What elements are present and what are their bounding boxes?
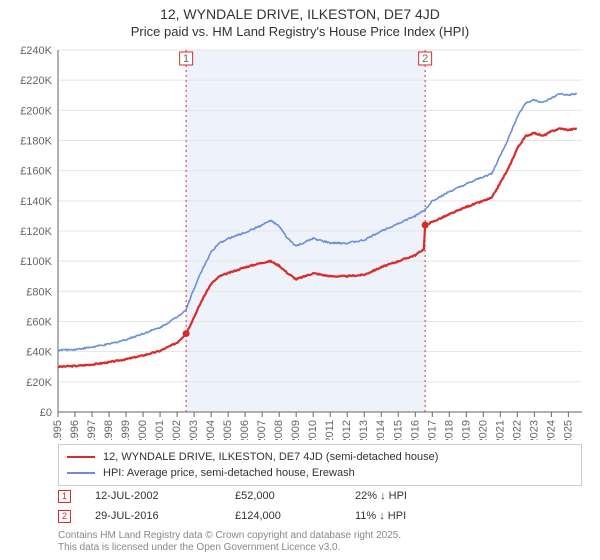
- footer-line-2: This data is licensed under the Open Gov…: [58, 542, 340, 553]
- legend-label: 12, WYNDALE DRIVE, ILKESTON, DE7 4JD (se…: [103, 451, 438, 463]
- svg-text:2019: 2019: [460, 420, 472, 440]
- svg-text:2010: 2010: [307, 420, 319, 440]
- svg-text:2008: 2008: [273, 420, 285, 440]
- footer-line-1: Contains HM Land Registry data © Crown c…: [58, 530, 401, 541]
- svg-text:£40K: £40K: [26, 347, 52, 359]
- svg-text:2: 2: [422, 53, 428, 65]
- svg-text:£180K: £180K: [20, 136, 52, 148]
- svg-text:£220K: £220K: [20, 75, 52, 87]
- svg-text:2020: 2020: [477, 420, 489, 440]
- svg-text:1998: 1998: [103, 420, 115, 440]
- sales-table: 1 12-JUL-2002£52,00022% ↓ HPI 2 29-JUL-2016…: [58, 486, 582, 526]
- legend-row: HPI: Average price, semi-detached house,…: [67, 465, 573, 481]
- svg-text:1997: 1997: [86, 420, 98, 440]
- svg-text:2003: 2003: [188, 420, 200, 440]
- svg-text:2005: 2005: [222, 420, 234, 440]
- svg-text:2002: 2002: [171, 420, 183, 440]
- svg-text:2024: 2024: [545, 420, 557, 440]
- svg-text:2004: 2004: [205, 420, 217, 440]
- sale-marker: 1: [58, 490, 71, 503]
- footer-note: Contains HM Land Registry data © Crown c…: [58, 530, 582, 554]
- sale-date: 29-JUL-2016: [95, 510, 235, 522]
- svg-text:2015: 2015: [392, 420, 404, 440]
- legend-label: HPI: Average price, semi-detached house,…: [103, 467, 355, 479]
- sale-row: 1 12-JUL-2002£52,00022% ↓ HPI: [58, 486, 582, 506]
- svg-text:1: 1: [183, 53, 189, 65]
- svg-text:1996: 1996: [69, 420, 81, 440]
- svg-text:£240K: £240K: [20, 45, 52, 57]
- svg-text:2000: 2000: [137, 420, 149, 440]
- svg-text:2013: 2013: [358, 420, 370, 440]
- legend: 12, WYNDALE DRIVE, ILKESTON, DE7 4JD (se…: [58, 444, 582, 486]
- sale-price: £124,000: [235, 510, 355, 522]
- sale-date: 12-JUL-2002: [95, 490, 235, 502]
- sale-marker: 2: [58, 510, 71, 523]
- svg-text:2009: 2009: [290, 420, 302, 440]
- svg-text:2006: 2006: [239, 420, 251, 440]
- svg-text:1999: 1999: [120, 420, 132, 440]
- chart-container: 12, WYNDALE DRIVE, ILKESTON, DE7 4JD Pri…: [0, 0, 600, 560]
- sale-diff: 11% ↓ HPI: [355, 510, 475, 522]
- sale-row: 2 29-JUL-2016£124,00011% ↓ HPI: [58, 506, 582, 526]
- svg-text:2023: 2023: [528, 420, 540, 440]
- chart-title: 12, WYNDALE DRIVE, ILKESTON, DE7 4JD: [0, 0, 600, 22]
- svg-text:£20K: £20K: [26, 377, 52, 389]
- svg-text:2011: 2011: [324, 420, 336, 440]
- svg-text:2022: 2022: [511, 420, 523, 440]
- svg-text:2001: 2001: [154, 420, 166, 440]
- svg-text:2021: 2021: [494, 420, 506, 440]
- svg-text:2025: 2025: [562, 420, 574, 440]
- svg-text:£100K: £100K: [20, 256, 52, 268]
- svg-text:£200K: £200K: [20, 105, 52, 117]
- legend-swatch: [67, 472, 95, 474]
- svg-text:2007: 2007: [256, 420, 268, 440]
- svg-text:£80K: £80K: [26, 286, 52, 298]
- legend-swatch: [67, 456, 95, 458]
- svg-text:2018: 2018: [443, 420, 455, 440]
- legend-row: 12, WYNDALE DRIVE, ILKESTON, DE7 4JD (se…: [67, 449, 573, 465]
- svg-text:2016: 2016: [409, 420, 421, 440]
- chart: £0 £20K £40K £60K £80K £100K £120K £140K £160K £1…: [0, 44, 600, 440]
- sale-diff: 22% ↓ HPI: [355, 490, 475, 502]
- chart-subtitle: Price paid vs. HM Land Registry's House …: [0, 22, 600, 39]
- chart-svg: £0 £20K £40K £60K £80K £100K £120K £140K £160K £1…: [0, 44, 600, 440]
- svg-text:£60K: £60K: [26, 317, 52, 329]
- svg-text:£120K: £120K: [20, 226, 52, 238]
- svg-text:2012: 2012: [341, 420, 353, 440]
- svg-text:1995: 1995: [52, 420, 64, 440]
- svg-text:2014: 2014: [375, 420, 387, 440]
- sale-price: £52,000: [235, 490, 355, 502]
- svg-text:£0: £0: [40, 407, 52, 419]
- svg-text:£160K: £160K: [20, 166, 52, 178]
- svg-text:£140K: £140K: [20, 196, 52, 208]
- svg-text:2017: 2017: [426, 420, 438, 440]
